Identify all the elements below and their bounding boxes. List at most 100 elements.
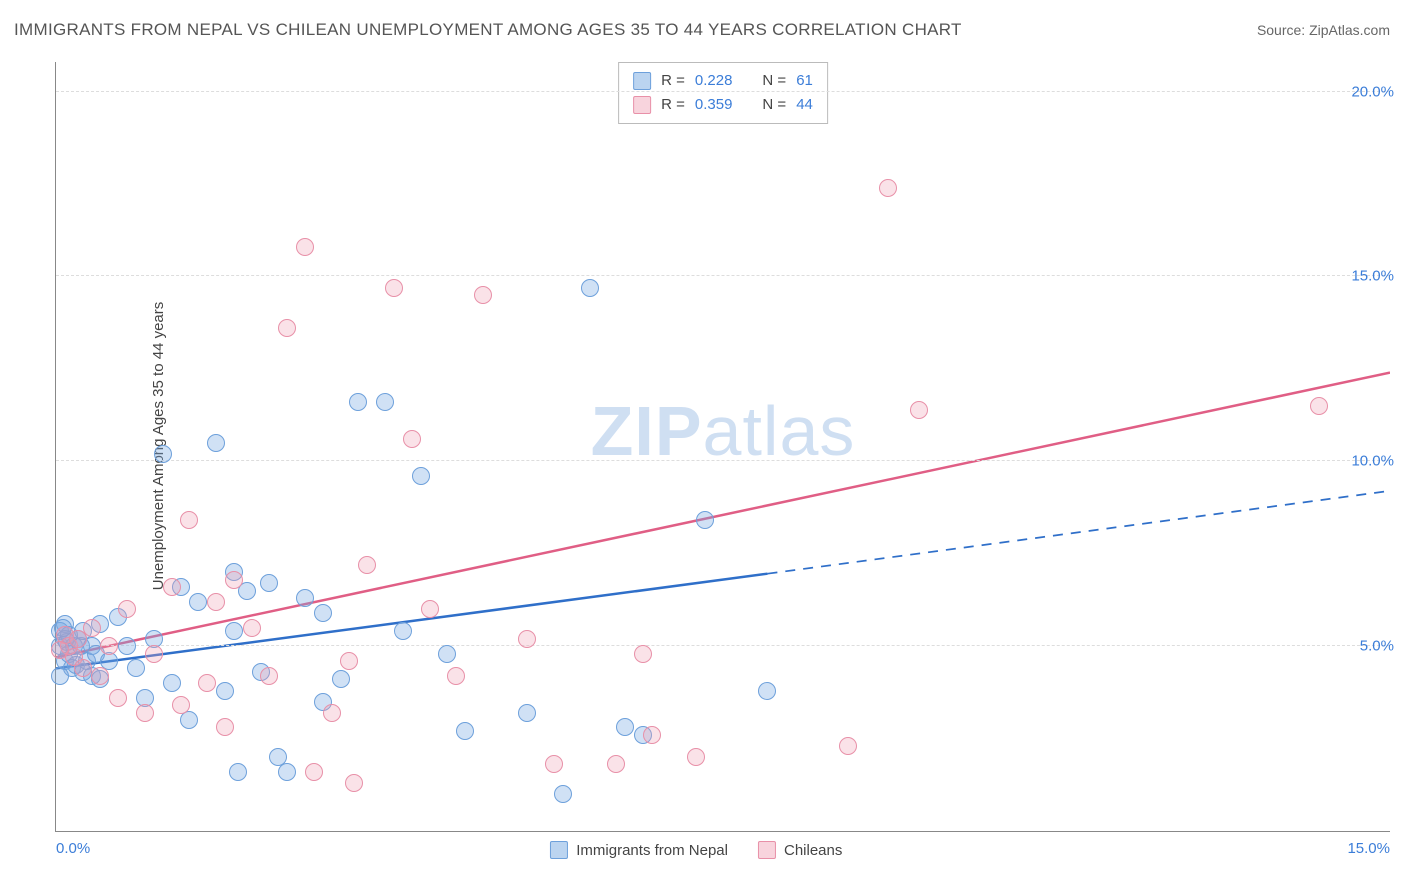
data-point	[278, 319, 296, 337]
grid-line	[56, 91, 1390, 92]
data-point	[376, 393, 394, 411]
data-point	[518, 630, 536, 648]
data-point	[91, 667, 109, 685]
x-tick-label: 15.0%	[1347, 840, 1390, 857]
data-point	[118, 600, 136, 618]
data-point	[332, 670, 350, 688]
data-point	[207, 434, 225, 452]
data-point	[696, 511, 714, 529]
data-point	[127, 659, 145, 677]
data-point	[163, 578, 181, 596]
legend-item-pink: Chileans	[758, 841, 842, 859]
data-point	[554, 785, 572, 803]
y-tick-label: 5.0%	[1352, 638, 1394, 655]
y-tick-label: 10.0%	[1343, 453, 1394, 470]
n-label: N =	[762, 69, 786, 93]
data-point	[136, 704, 154, 722]
chart-title: IMMIGRANTS FROM NEPAL VS CHILEAN UNEMPLO…	[14, 20, 962, 40]
source-label: Source:	[1257, 22, 1309, 38]
data-point	[758, 682, 776, 700]
trend-lines	[56, 62, 1390, 831]
grid-line	[56, 645, 1390, 646]
swatch-pink-icon	[633, 96, 651, 114]
data-point	[225, 622, 243, 640]
data-point	[447, 667, 465, 685]
series-name-pink: Chileans	[784, 842, 842, 859]
data-point	[345, 774, 363, 792]
grid-line	[56, 275, 1390, 276]
r-label: R =	[661, 93, 685, 117]
data-point	[278, 763, 296, 781]
data-point	[403, 430, 421, 448]
data-point	[260, 574, 278, 592]
data-point	[323, 704, 341, 722]
data-point	[189, 593, 207, 611]
data-point	[198, 674, 216, 692]
data-point	[74, 659, 92, 677]
data-point	[358, 556, 376, 574]
data-point	[296, 238, 314, 256]
data-point	[634, 645, 652, 663]
n-value-blue: 61	[796, 69, 813, 93]
source-citation: Source: ZipAtlas.com	[1257, 22, 1390, 38]
data-point	[51, 641, 69, 659]
data-point	[385, 279, 403, 297]
series-name-blue: Immigrants from Nepal	[576, 842, 728, 859]
data-point	[518, 704, 536, 722]
data-point	[51, 667, 69, 685]
swatch-pink-icon	[758, 841, 776, 859]
legend-stats: R = 0.228 N = 61 R = 0.359 N = 44	[618, 62, 828, 124]
data-point	[412, 467, 430, 485]
legend-row-blue: R = 0.228 N = 61	[633, 69, 813, 93]
data-point	[616, 718, 634, 736]
data-point	[118, 637, 136, 655]
data-point	[100, 637, 118, 655]
x-tick-label: 0.0%	[56, 840, 90, 857]
data-point	[421, 600, 439, 618]
data-point	[314, 604, 332, 622]
data-point	[687, 748, 705, 766]
legend-row-pink: R = 0.359 N = 44	[633, 93, 813, 117]
data-point	[581, 279, 599, 297]
data-point	[145, 645, 163, 663]
data-point	[456, 722, 474, 740]
data-point	[349, 393, 367, 411]
data-point	[438, 645, 456, 663]
r-value-pink: 0.359	[695, 93, 733, 117]
watermark: ZIPatlas	[591, 391, 856, 471]
data-point	[207, 593, 225, 611]
r-value-blue: 0.228	[695, 69, 733, 93]
legend-series: Immigrants from Nepal Chileans	[550, 841, 842, 859]
y-tick-label: 20.0%	[1343, 83, 1394, 100]
n-label: N =	[762, 93, 786, 117]
data-point	[839, 737, 857, 755]
data-point	[296, 589, 314, 607]
data-point	[243, 619, 261, 637]
data-point	[394, 622, 412, 640]
data-point	[229, 763, 247, 781]
data-point	[340, 652, 358, 670]
data-point	[1310, 397, 1328, 415]
r-label: R =	[661, 69, 685, 93]
data-point	[163, 674, 181, 692]
plot-area: ZIPatlas R = 0.228 N = 61 R = 0.359 N = …	[55, 62, 1390, 832]
source-value: ZipAtlas.com	[1309, 22, 1390, 38]
data-point	[607, 755, 625, 773]
n-value-pink: 44	[796, 93, 813, 117]
data-point	[216, 718, 234, 736]
swatch-blue-icon	[633, 72, 651, 90]
data-point	[643, 726, 661, 744]
y-tick-label: 15.0%	[1343, 268, 1394, 285]
watermark-zip: ZIP	[591, 392, 703, 470]
data-point	[879, 179, 897, 197]
data-point	[216, 682, 234, 700]
data-point	[172, 696, 190, 714]
data-point	[154, 445, 172, 463]
data-point	[305, 763, 323, 781]
legend-item-blue: Immigrants from Nepal	[550, 841, 728, 859]
data-point	[225, 571, 243, 589]
grid-line	[56, 460, 1390, 461]
data-point	[474, 286, 492, 304]
data-point	[180, 511, 198, 529]
data-point	[545, 755, 563, 773]
